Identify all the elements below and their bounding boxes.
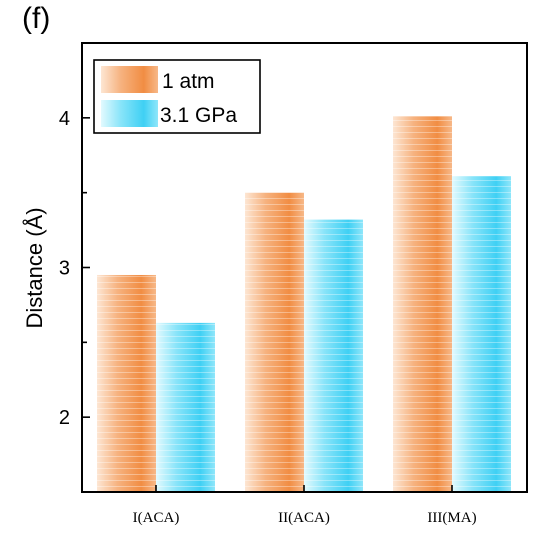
bar-stripe-overlay [304,219,363,492]
legend-swatch-1-atm [101,66,158,93]
x-axis-ticks: I(ACA) II(ACA) III(MA) [133,485,477,526]
bar-stripe-overlay [393,116,452,492]
legend: 1 atm 3.1 GPa [93,59,261,134]
x-tick-label: II(ACA) [278,510,330,526]
bar-stripe-overlay [156,322,215,492]
y-tick-label: 2 [59,407,70,429]
y-axis-ticks: 2 3 4 [59,42,90,493]
y-axis-label: Distance (Å) [22,207,47,328]
plot-area [81,42,528,493]
legend-swatch-3-1-gpa [101,100,158,127]
bar-stripe-overlay [452,176,511,492]
y-tick-label: 3 [59,258,70,280]
legend-label-1-atm: 1 atm [162,70,215,93]
bar-stripe-overlay [97,274,156,492]
legend-label-3-1-gpa: 3.1 GPa [160,104,237,127]
bar-stripe-overlay [245,192,304,492]
x-tick-label: III(MA) [427,510,476,526]
x-tick-label: I(ACA) [133,510,180,526]
y-tick-label: 4 [59,108,70,130]
panel-label: (f) [22,2,50,35]
